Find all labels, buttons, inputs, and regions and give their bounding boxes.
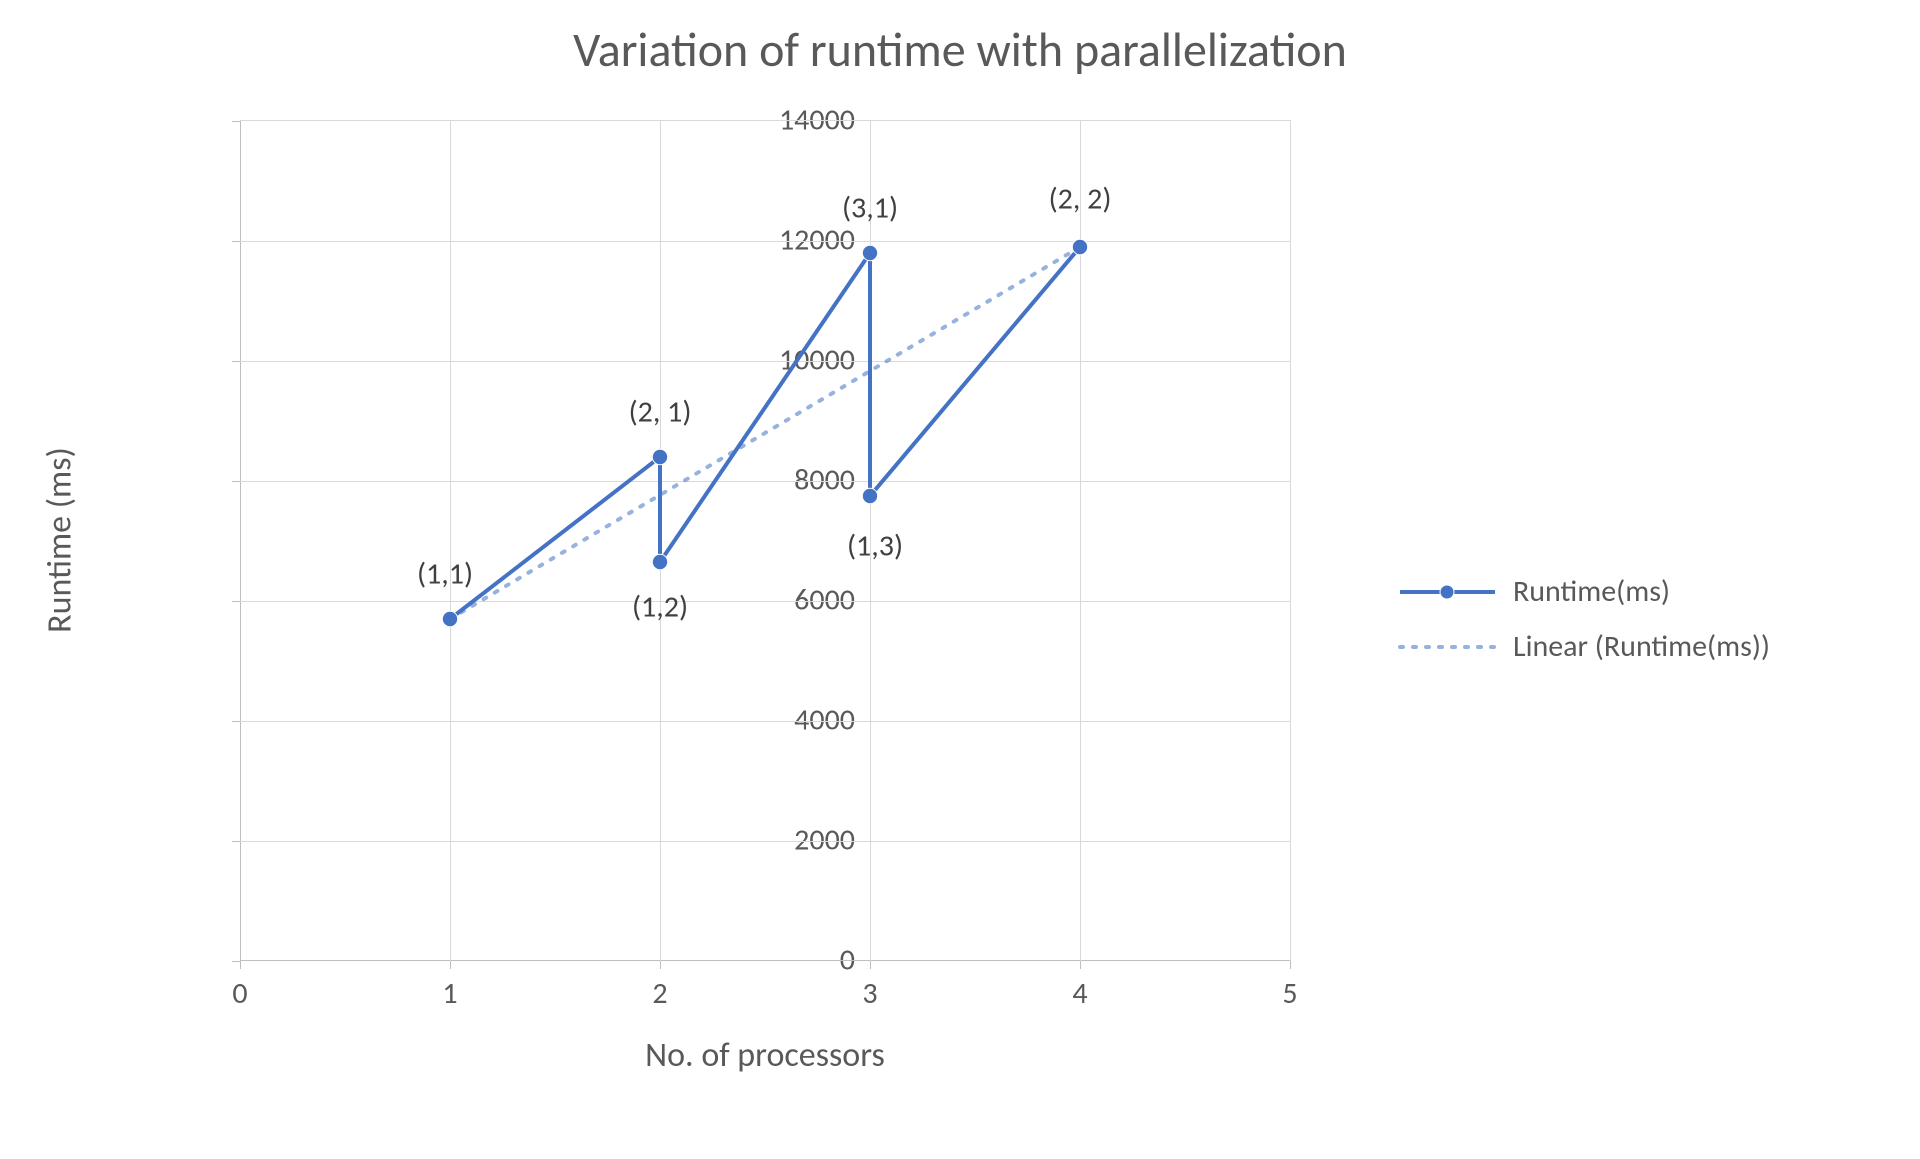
data-marker [652, 449, 667, 464]
xtick-mark [660, 961, 661, 969]
xtick-mark [870, 961, 871, 969]
data-label: (3,1) [842, 190, 898, 227]
data-label: (1,2) [632, 589, 688, 626]
data-label: (1,1) [417, 556, 473, 593]
xtick-mark [240, 961, 241, 969]
ytick-mark [232, 601, 240, 602]
ytick-mark [232, 361, 240, 362]
xtick-label: 1 [442, 975, 457, 1012]
data-marker [862, 488, 877, 503]
data-marker [442, 611, 457, 626]
plot-svg [240, 121, 1290, 961]
xtick-label: 5 [1282, 975, 1297, 1012]
data-marker [652, 554, 667, 569]
xtick-label: 0 [232, 975, 247, 1012]
ytick-mark [232, 241, 240, 242]
legend-label: Linear (Runtime(ms)) [1513, 628, 1770, 665]
data-label: (1,3) [847, 528, 903, 565]
legend-sample-line-icon [1400, 577, 1495, 607]
legend-sample-dashed-icon [1400, 632, 1495, 662]
xtick-mark [450, 961, 451, 969]
ytick-mark [232, 121, 240, 122]
data-label: (2, 1) [629, 394, 692, 431]
trendline [450, 247, 1080, 619]
xtick-mark [1290, 961, 1291, 969]
ytick-mark [232, 481, 240, 482]
yaxis-title: Runtime (ms) [40, 447, 81, 633]
ytick-mark [232, 961, 240, 962]
xtick-label: 4 [1072, 975, 1087, 1012]
plot-area: (1,1) (2, 1) (1,2) (3,1) (1,3) (2, 2) [240, 120, 1291, 961]
xtick-label: 2 [652, 975, 667, 1012]
data-label: (2, 2) [1049, 181, 1112, 218]
xtick-mark [1080, 961, 1081, 969]
legend-item-runtime: Runtime(ms) [1400, 573, 1770, 610]
ytick-mark [232, 841, 240, 842]
ytick-mark [232, 721, 240, 722]
chart-container: Variation of runtime with parallelizatio… [0, 0, 1920, 1159]
chart-title: Variation of runtime with parallelizatio… [0, 20, 1920, 79]
data-marker [1072, 239, 1087, 254]
legend: Runtime(ms) Linear (Runtime(ms)) [1400, 555, 1770, 683]
data-marker [862, 245, 877, 260]
xtick-label: 3 [862, 975, 877, 1012]
legend-label: Runtime(ms) [1513, 573, 1670, 610]
legend-item-trend: Linear (Runtime(ms)) [1400, 628, 1770, 665]
xaxis-title: No. of processors [240, 1035, 1290, 1076]
